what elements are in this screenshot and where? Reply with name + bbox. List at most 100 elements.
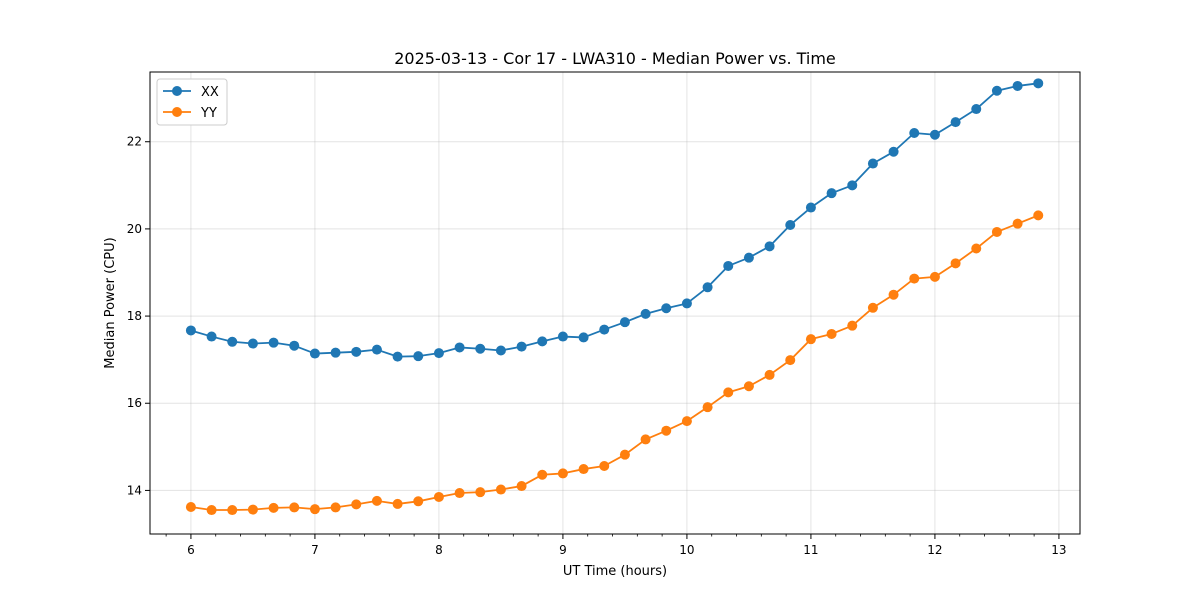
x-tick-label: 11 [803, 543, 818, 557]
data-point-yy [475, 487, 486, 498]
data-point-yy [578, 464, 589, 475]
data-point-xx [1033, 78, 1044, 89]
data-point-yy [330, 502, 341, 513]
data-point-xx [1012, 80, 1023, 91]
data-point-xx [640, 308, 651, 319]
data-point-xx [909, 128, 920, 139]
data-point-xx [599, 324, 610, 335]
data-point-yy [454, 488, 465, 499]
data-point-yy [847, 320, 858, 331]
data-point-yy [764, 369, 775, 380]
data-point-yy [619, 449, 630, 460]
data-point-yy [268, 502, 279, 513]
data-point-xx [743, 252, 754, 263]
data-point-yy [950, 258, 961, 269]
data-point-yy [785, 355, 796, 366]
grid-layer [150, 72, 1080, 534]
legend-marker-yy [172, 107, 182, 117]
x-tick-label: 13 [1051, 543, 1066, 557]
data-point-xx [867, 158, 878, 169]
y-axis-label: Median Power (CPU) [103, 237, 118, 368]
data-point-yy [227, 505, 238, 516]
y-tick-label: 18 [127, 309, 142, 323]
data-point-xx [991, 85, 1002, 96]
legend-label-xx: XX [201, 85, 219, 100]
data-point-xx [681, 298, 692, 309]
data-point-yy [929, 271, 940, 282]
data-point-yy [1033, 210, 1044, 221]
data-point-yy [1012, 218, 1023, 229]
data-point-xx [227, 336, 238, 347]
data-point-yy [805, 334, 816, 345]
data-point-yy [909, 273, 920, 284]
data-point-xx [309, 348, 320, 359]
data-point-yy [640, 434, 651, 445]
data-point-yy [433, 491, 444, 502]
data-point-xx [433, 348, 444, 359]
y-tick-label: 22 [127, 135, 142, 149]
data-point-xx [392, 351, 403, 362]
x-tick-label: 12 [927, 543, 942, 557]
data-point-xx [371, 344, 382, 355]
data-point-yy [392, 498, 403, 509]
x-axis-label: UT Time (hours) [563, 564, 667, 579]
data-point-yy [681, 416, 692, 427]
series-layer [185, 78, 1044, 516]
data-point-xx [723, 260, 734, 271]
x-tick-label: 9 [559, 543, 567, 557]
data-point-yy [867, 302, 878, 313]
data-point-yy [247, 504, 258, 515]
data-point-xx [805, 202, 816, 213]
data-point-xx [950, 117, 961, 128]
data-point-xx [330, 347, 341, 358]
data-point-yy [826, 328, 837, 339]
data-point-xx [537, 336, 548, 347]
data-point-xx [475, 343, 486, 354]
x-tick-label: 6 [187, 543, 195, 557]
data-point-yy [309, 504, 320, 515]
data-point-xx [206, 331, 217, 342]
data-point-yy [185, 501, 196, 512]
data-point-yy [495, 484, 506, 495]
data-point-yy [991, 226, 1002, 237]
y-tick-label: 14 [127, 483, 142, 497]
y-tick-label: 20 [127, 222, 142, 236]
legend: XX YY [156, 78, 228, 126]
data-point-yy [702, 402, 713, 413]
legend-marker-xx [172, 86, 182, 96]
data-point-yy [206, 505, 217, 516]
series-xx [185, 78, 1044, 362]
data-point-xx [785, 219, 796, 230]
axis-layer: 6 7 8 9 10 11 12 13 14 16 18 20 22 [127, 135, 1067, 557]
data-point-yy [289, 502, 300, 513]
data-point-xx [185, 325, 196, 336]
data-point-xx [454, 342, 465, 353]
legend-label-yy: YY [200, 106, 217, 121]
plot-frame [149, 71, 1081, 535]
data-point-yy [351, 499, 362, 510]
data-point-xx [289, 340, 300, 351]
data-point-xx [268, 337, 279, 348]
data-point-yy [971, 243, 982, 254]
x-tick-label: 8 [435, 543, 443, 557]
data-point-xx [413, 351, 424, 362]
data-point-xx [578, 332, 589, 343]
data-point-yy [516, 481, 527, 492]
data-point-xx [247, 338, 258, 349]
series-yy [185, 210, 1044, 516]
data-point-yy [537, 469, 548, 480]
data-point-yy [661, 425, 672, 436]
data-point-yy [413, 496, 424, 507]
data-point-xx [971, 104, 982, 115]
data-point-xx [929, 129, 940, 140]
x-tick-label: 10 [679, 543, 694, 557]
y-tick-label: 16 [127, 396, 142, 410]
data-point-xx [619, 317, 630, 328]
data-point-yy [723, 387, 734, 398]
data-point-xx [847, 180, 858, 191]
data-point-xx [764, 241, 775, 252]
data-point-yy [888, 289, 899, 300]
data-point-xx [702, 282, 713, 293]
data-point-xx [888, 146, 899, 157]
